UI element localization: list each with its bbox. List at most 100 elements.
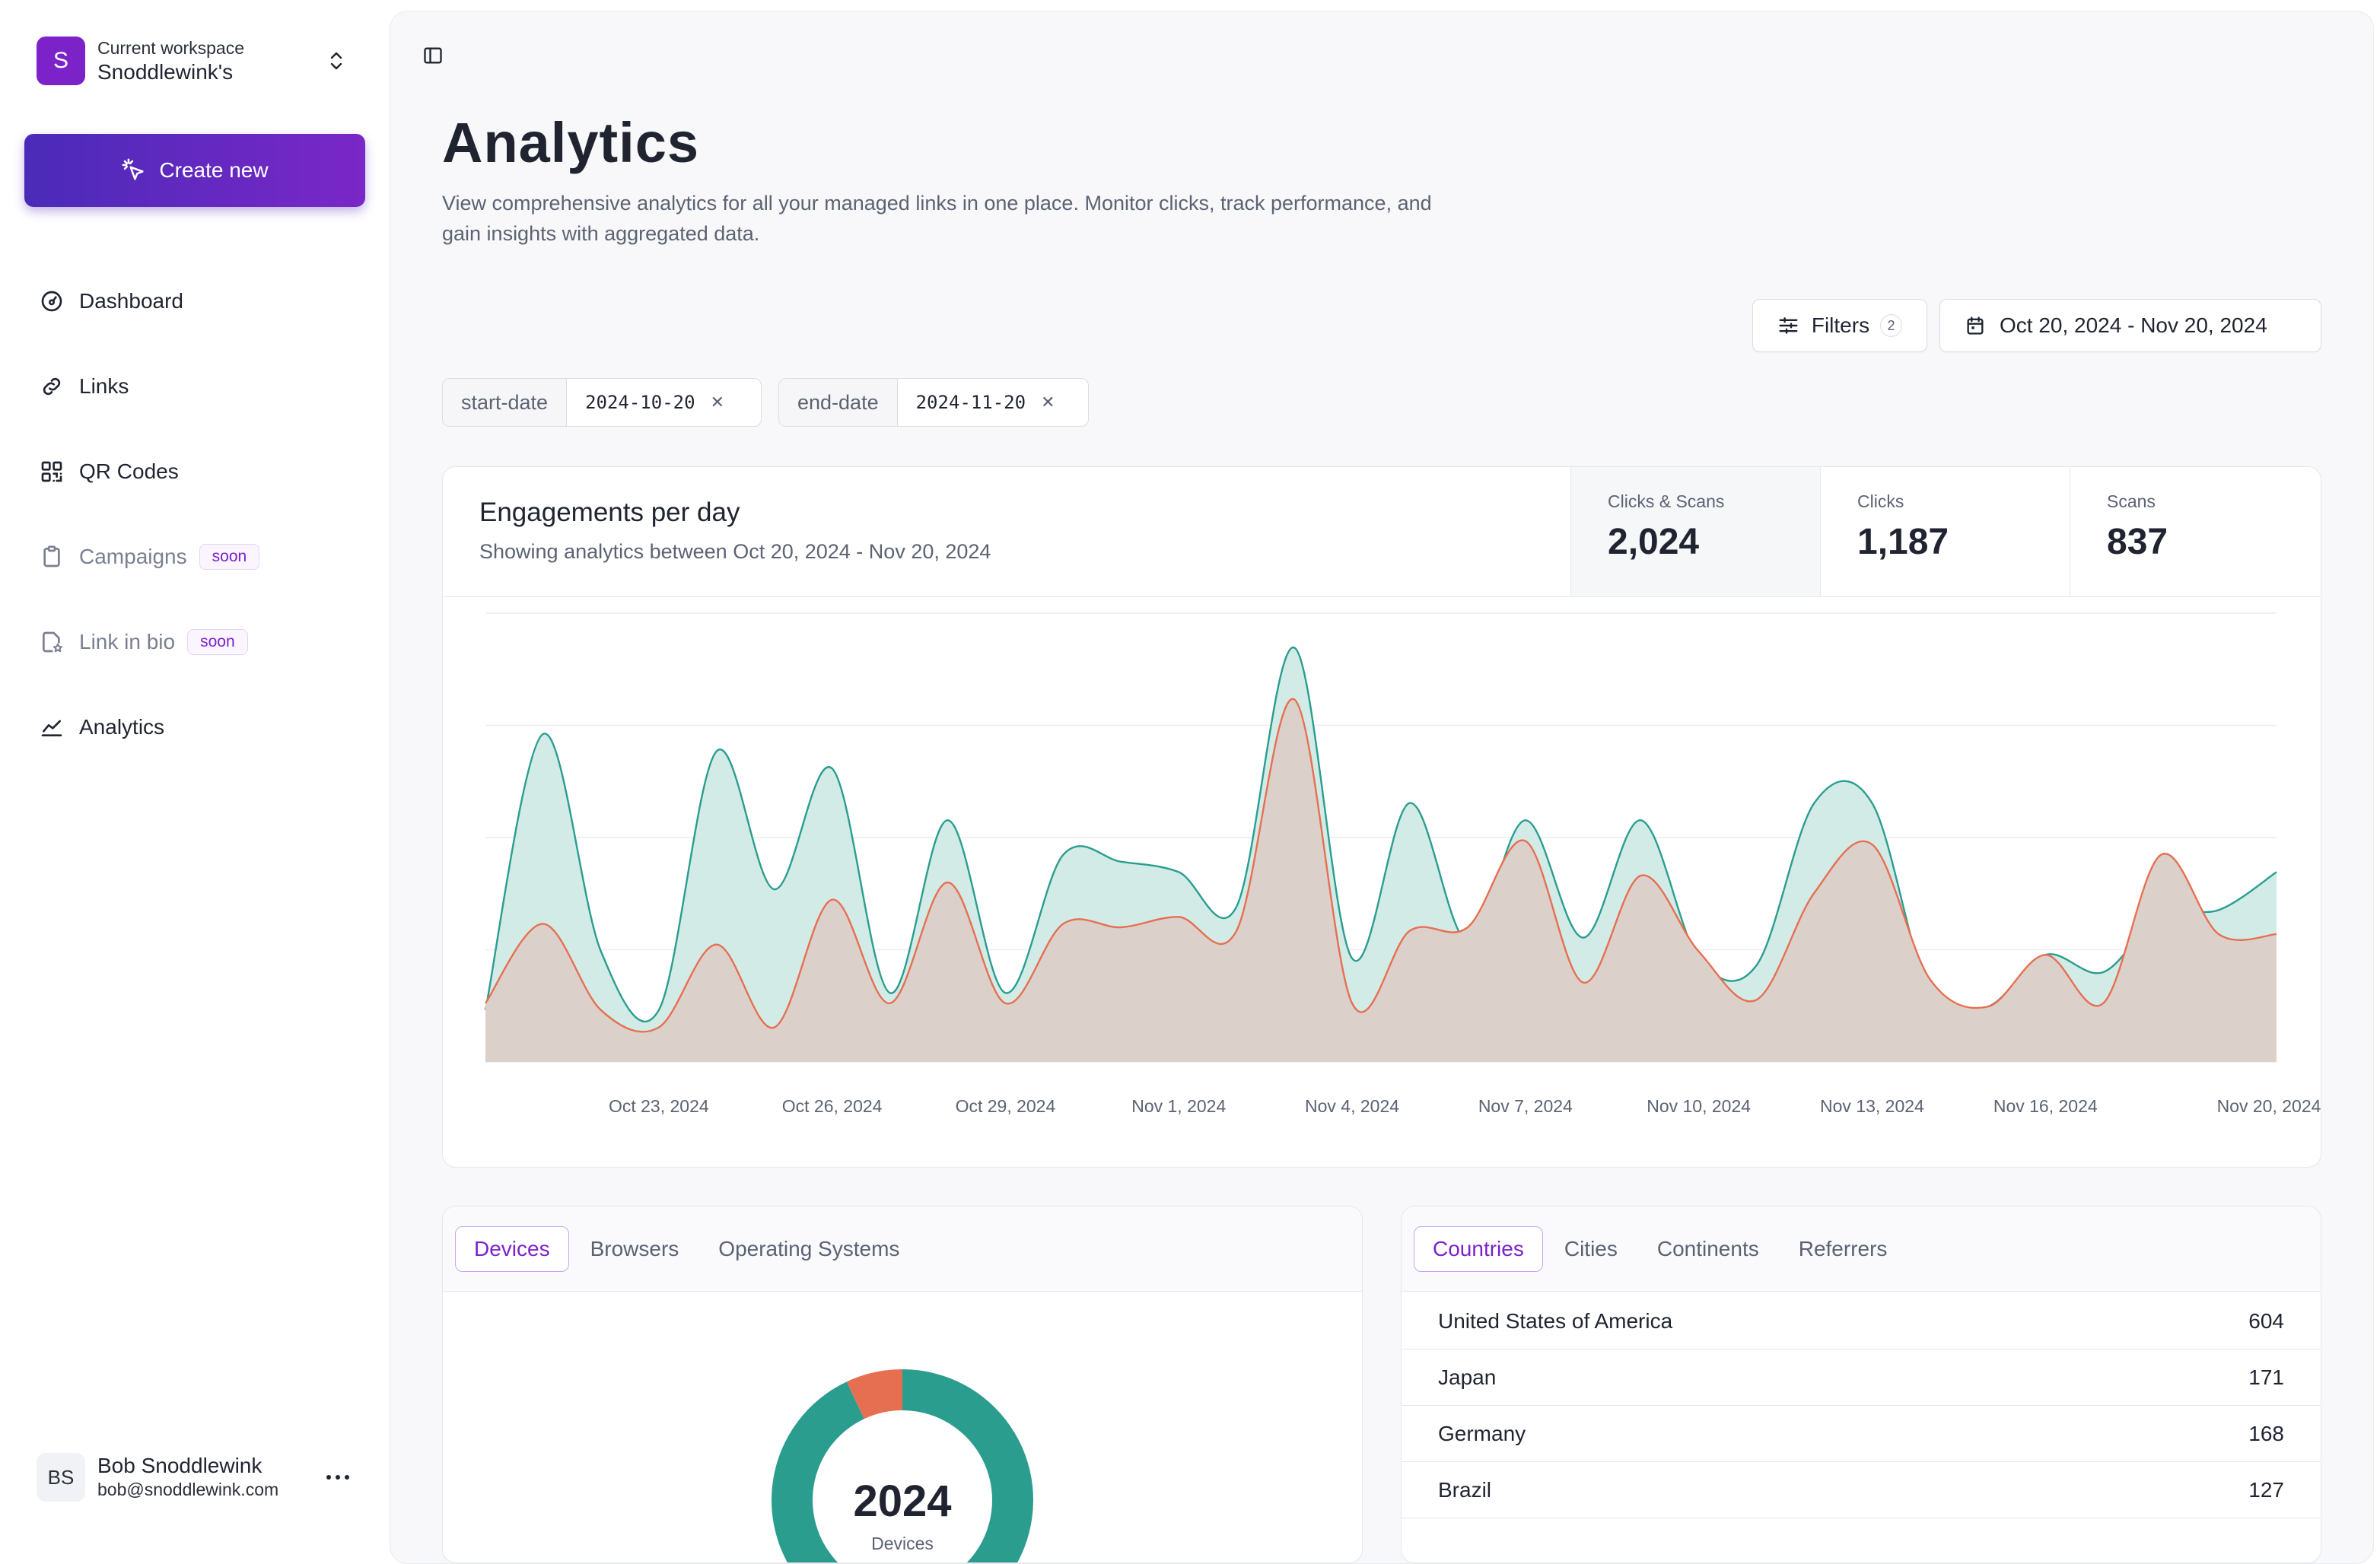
donut-slice-0[interactable] <box>772 1369 1033 1563</box>
country-count: 171 <box>2248 1365 2284 1389</box>
country-count: 168 <box>2248 1421 2284 1445</box>
date-range-label: Oct 20, 2024 - Nov 20, 2024 <box>2000 313 2267 337</box>
nav-item-links[interactable]: Links <box>37 344 356 429</box>
geo-tabs: Countries Cities Continents Referrers <box>1402 1206 2321 1292</box>
stat-scans[interactable]: Scans 837 <box>2070 467 2321 596</box>
nav-item-campaigns[interactable]: Campaigns soon <box>37 514 356 599</box>
filter-chip-key: start-date <box>443 379 568 426</box>
nav-label: QR Codes <box>79 459 179 483</box>
devices-donut: 2024 Devices <box>443 1293 1362 1563</box>
close-icon[interactable]: ✕ <box>710 393 724 412</box>
filter-chip-start-date: start-date 2024-10-20 ✕ <box>442 378 762 427</box>
gauge-icon <box>37 286 67 316</box>
donut-slice-1[interactable] <box>846 1369 902 1419</box>
tab-devices[interactable]: Devices <box>455 1225 569 1272</box>
x-tick-label: Oct 23, 2024 <box>609 1096 709 1116</box>
user-email: bob@snoddlewink.com <box>97 1480 279 1499</box>
nav-label: Campaigns <box>79 545 187 568</box>
file-star-icon <box>37 627 67 657</box>
devices-tabs: Devices Browsers Operating Systems <box>443 1206 1362 1292</box>
stat-clicks-and-scans[interactable]: Clicks & Scans 2,024 <box>1570 467 1820 596</box>
stat-clicks[interactable]: Clicks 1,187 <box>1820 467 2070 596</box>
tab-browsers[interactable]: Browsers <box>590 1236 679 1260</box>
chevrons-up-down-icon[interactable] <box>321 46 352 76</box>
filters-button[interactable]: Filters 2 <box>1752 299 1927 352</box>
tab-countries[interactable]: Countries <box>1414 1225 1543 1272</box>
stat-value: 1,187 <box>1857 522 1949 562</box>
page-title: Analytics <box>442 111 700 174</box>
nav-item-qr-codes[interactable]: QR Codes <box>37 429 356 514</box>
user-name: Bob Snoddlewink <box>97 1454 262 1477</box>
avatar: BS <box>37 1453 85 1502</box>
close-icon[interactable]: ✕ <box>1041 393 1055 412</box>
country-name: Germany <box>1438 1421 1526 1445</box>
series-line-0 <box>484 647 2277 1022</box>
create-new-label: Create new <box>159 158 269 182</box>
line-chart-icon <box>37 712 67 742</box>
page-subtitle: View comprehensive analytics for all you… <box>442 192 1432 245</box>
devices-card: Devices Browsers Operating Systems 2024 … <box>442 1206 1363 1563</box>
x-tick-label: Nov 13, 2024 <box>1820 1096 1924 1116</box>
engagements-subtitle: Showing analytics between Oct 20, 2024 -… <box>479 540 991 563</box>
create-new-button[interactable]: Create new <box>24 134 365 207</box>
stat-value: 837 <box>2107 522 2168 562</box>
series-area-1 <box>485 698 2277 1062</box>
sidebar: S Current workspace Snoddlewink's Create… <box>0 0 390 1535</box>
engagements-card: Engagements per day Showing analytics be… <box>442 466 2321 1168</box>
country-name: United States of America <box>1438 1308 1673 1333</box>
x-tick-label: Nov 16, 2024 <box>1993 1096 2098 1116</box>
nav-item-link-in-bio[interactable]: Link in bio soon <box>37 599 356 685</box>
sparkle-cursor-icon <box>122 158 145 180</box>
qr-code-icon <box>37 456 67 487</box>
x-tick-label: Nov 1, 2024 <box>1131 1096 1226 1116</box>
tab-continents[interactable]: Continents <box>1656 1236 1759 1260</box>
table-row[interactable]: Brazil 127 <box>1402 1462 2321 1518</box>
soon-badge: soon <box>187 629 248 655</box>
engagements-title: Engagements per day <box>479 497 740 527</box>
main-panel: Analytics View comprehensive analytics f… <box>390 11 2374 1564</box>
calendar-icon <box>1967 316 1984 335</box>
sidebar-toggle-icon[interactable] <box>415 37 451 74</box>
table-row[interactable]: Germany 168 <box>1402 1406 2321 1462</box>
nav-item-dashboard[interactable]: Dashboard <box>37 259 356 344</box>
x-tick-label: Nov 4, 2024 <box>1305 1096 1399 1116</box>
tab-operating-systems[interactable]: Operating Systems <box>718 1236 900 1260</box>
date-range-picker[interactable]: Oct 20, 2024 - Nov 20, 2024 <box>1939 299 2321 352</box>
stat-label: Clicks <box>1857 491 1904 511</box>
nav-item-analytics[interactable]: Analytics <box>37 685 356 770</box>
stat-label: Clicks & Scans <box>1608 491 1725 511</box>
clipboard-icon <box>37 542 67 572</box>
filters-label: Filters <box>1811 313 1870 337</box>
filter-chip-value: 2024-11-20 <box>915 392 1026 413</box>
x-tick-label: Nov 20, 2024 <box>2217 1096 2321 1116</box>
countries-list: United States of America 604 Japan 171 Ger… <box>1402 1293 2321 1518</box>
workspace-switcher[interactable]: S Current workspace Snoddlewink's <box>37 37 352 85</box>
filters-count-badge: 2 <box>1880 314 1902 337</box>
series-line-1 <box>485 698 2277 1033</box>
main-nav: Dashboard Links QR Codes Campaigns soon <box>37 259 356 770</box>
nav-label: Dashboard <box>79 289 183 313</box>
soon-badge: soon <box>199 544 260 570</box>
stat-value: 2,024 <box>1608 522 1700 562</box>
devices-total: 2024 <box>853 1477 952 1526</box>
engagements-area-chart: Oct 23, 2024 Oct 26, 2024 Oct 29, 2024 Nov … <box>484 612 2321 1116</box>
workspace-avatar: S <box>37 37 85 85</box>
filter-chip-key: end-date <box>779 379 898 426</box>
country-count: 127 <box>2248 1477 2284 1502</box>
country-count: 604 <box>2248 1308 2284 1333</box>
workspace-caption: Current workspace <box>97 38 245 58</box>
table-row[interactable]: United States of America 604 <box>1402 1293 2321 1349</box>
table-row[interactable]: Japan 171 <box>1402 1349 2321 1406</box>
x-tick-label: Oct 29, 2024 <box>956 1096 1056 1116</box>
filter-chip-end-date: end-date 2024-11-20 ✕ <box>778 378 1089 427</box>
x-tick-label: Nov 10, 2024 <box>1647 1096 1751 1116</box>
nav-label: Link in bio <box>79 630 176 653</box>
user-menu[interactable]: BS Bob Snoddlewink bob@snoddlewink.com <box>37 1453 356 1502</box>
devices-donut-chart <box>772 1369 1033 1563</box>
tab-referrers[interactable]: Referrers <box>1798 1236 1888 1260</box>
workspace-name: Snoddlewink's <box>97 60 234 84</box>
tab-cities[interactable]: Cities <box>1564 1236 1618 1260</box>
more-horizontal-icon[interactable] <box>320 1459 356 1496</box>
x-tick-label: Oct 26, 2024 <box>782 1096 883 1116</box>
link-icon <box>37 371 67 402</box>
